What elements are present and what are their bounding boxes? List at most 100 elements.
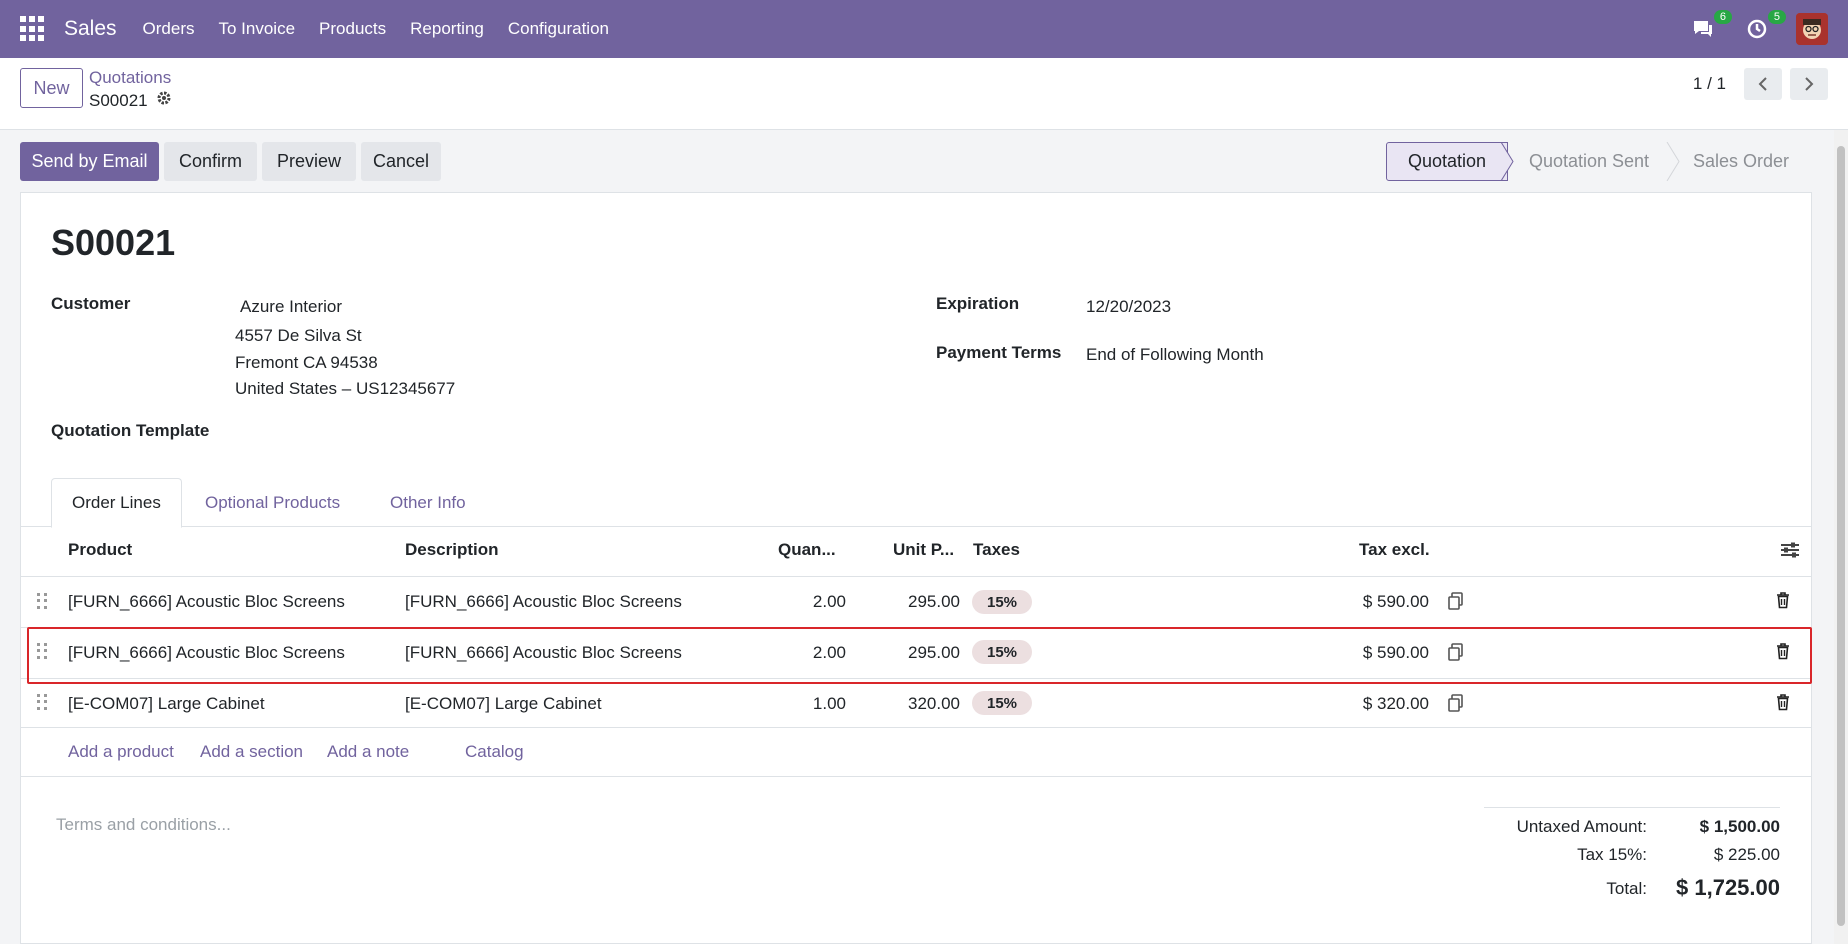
row-2-quantity[interactable]: 2.00 — [812, 643, 846, 662]
row-1-description[interactable]: [FURN_6666] Acoustic Bloc Screens — [405, 592, 682, 611]
control-panel: New Quotations S00021 1 / 1 — [0, 58, 1848, 130]
action-bar: Send by Email Confirm Preview Cancel Quo… — [0, 130, 1848, 192]
terms-and-conditions-field[interactable]: Terms and conditions... — [56, 815, 231, 834]
status-quotation-sent[interactable]: Quotation Sent — [1508, 142, 1670, 181]
activities-badge: 5 — [1767, 10, 1786, 24]
row-1-quantity[interactable]: 2.00 — [812, 592, 846, 611]
messages-badge: 6 — [1713, 10, 1732, 24]
menu-configuration[interactable]: Configuration — [507, 19, 609, 38]
status-bar: Quotation Quotation Sent Sales Order — [1386, 142, 1812, 181]
row-divider — [20, 727, 1812, 728]
row-highlight-box — [27, 627, 1812, 684]
expiration-label: Expiration — [936, 294, 1020, 313]
column-description[interactable]: Description — [405, 540, 499, 559]
pager-previous-button[interactable] — [1744, 68, 1782, 100]
confirm-button[interactable]: Confirm — [164, 142, 257, 181]
customer-name[interactable]: Azure Interior — [240, 297, 343, 316]
activities-clock-icon[interactable]: 5 — [1742, 10, 1786, 44]
column-unit-price[interactable]: Unit P... — [893, 540, 955, 559]
chevron-right-icon — [1805, 77, 1814, 91]
row-3-quantity[interactable]: 1.00 — [812, 694, 846, 713]
row-2-unit-price[interactable]: 295.00 — [908, 643, 960, 662]
add-section-link[interactable]: Add a section — [200, 742, 304, 761]
status-arrow-separator — [1501, 142, 1514, 181]
expiration-field[interactable]: 12/20/2023 — [1086, 297, 1172, 316]
row-2-description[interactable]: [FURN_6666] Acoustic Bloc Screens — [405, 643, 682, 662]
trash-icon[interactable] — [1776, 694, 1790, 716]
row-2-product[interactable]: [FURN_6666] Acoustic Bloc Screens — [68, 643, 345, 662]
trash-icon[interactable] — [1776, 643, 1790, 665]
copy-icon[interactable] — [1447, 643, 1465, 666]
breadcrumb-current-label: S00021 — [89, 90, 148, 110]
row-3-unit-price[interactable]: 320.00 — [908, 694, 960, 713]
optional-columns-icon[interactable] — [1780, 541, 1800, 564]
breadcrumb-quotations[interactable]: Quotations — [89, 68, 172, 87]
total-value: $ 1,725.00 — [1676, 875, 1780, 900]
row-3-tax-tag[interactable]: 15% — [972, 691, 1032, 715]
scrollbar[interactable] — [1834, 130, 1848, 944]
notebook-tabs: Order Lines Optional Products Other Info — [20, 478, 1812, 528]
menu-orders[interactable]: Orders — [142, 19, 195, 38]
chevron-left-icon — [1758, 77, 1767, 91]
menu-products[interactable]: Products — [319, 19, 387, 38]
messages-icon[interactable]: 6 — [1688, 10, 1732, 44]
status-sales-order[interactable]: Sales Order — [1670, 142, 1812, 181]
tab-optional-products[interactable]: Optional Products — [205, 492, 341, 512]
drag-handle-icon[interactable] — [37, 593, 47, 609]
user-avatar[interactable] — [1796, 13, 1828, 45]
column-quantity[interactable]: Quan... — [778, 540, 836, 559]
top-navbar: Sales Orders To Invoice Products Reporti… — [0, 0, 1848, 58]
systray: 6 5 — [1688, 0, 1848, 58]
apps-grid-icon[interactable] — [20, 16, 46, 42]
document-title: S00021 — [51, 222, 176, 263]
total-label: Total: — [1606, 879, 1647, 898]
copy-icon[interactable] — [1447, 694, 1465, 717]
customer-label: Customer — [51, 294, 131, 313]
column-taxes[interactable]: Taxes — [973, 540, 1020, 559]
add-product-link[interactable]: Add a product — [68, 742, 174, 761]
preview-button[interactable]: Preview — [262, 142, 356, 181]
column-tax-excl[interactable]: Tax excl. — [1359, 540, 1430, 559]
row-3-description[interactable]: [E-COM07] Large Cabinet — [405, 694, 602, 713]
tab-other-info[interactable]: Other Info — [390, 492, 466, 512]
app-name[interactable]: Sales — [64, 17, 117, 40]
untaxed-amount-value: $ 1,500.00 — [1699, 817, 1780, 836]
row-1-unit-price[interactable]: 295.00 — [908, 592, 960, 611]
gear-icon[interactable] — [156, 90, 172, 111]
menu-to-invoice[interactable]: To Invoice — [218, 19, 296, 38]
row-3-product[interactable]: [E-COM07] Large Cabinet — [68, 694, 265, 713]
catalog-link[interactable]: Catalog — [465, 742, 524, 761]
pager-next-button[interactable] — [1790, 68, 1828, 100]
drag-handle-icon[interactable] — [37, 643, 47, 659]
totals-divider — [1484, 807, 1780, 808]
customer-address-line1: 4557 De Silva St — [235, 326, 362, 345]
cancel-button[interactable]: Cancel — [361, 142, 441, 181]
tax-label: Tax 15%: — [1577, 845, 1647, 864]
customer-address-line2: Fremont CA 94538 — [235, 353, 378, 372]
add-note-link[interactable]: Add a note — [327, 742, 410, 761]
column-product[interactable]: Product — [68, 540, 133, 559]
table-bottom-divider — [20, 776, 1812, 777]
payment-terms-field[interactable]: End of Following Month — [1086, 345, 1264, 364]
menu-reporting[interactable]: Reporting — [410, 19, 484, 38]
new-button[interactable]: New — [20, 68, 83, 108]
breadcrumb-current: S00021 — [89, 90, 172, 111]
scrollbar-thumb[interactable] — [1837, 146, 1845, 926]
customer-address-line3: United States – US12345677 — [235, 379, 456, 398]
row-divider — [20, 678, 1812, 679]
copy-icon[interactable] — [1447, 592, 1465, 615]
pager-value[interactable]: 1 / 1 — [1692, 74, 1726, 93]
drag-handle-icon[interactable] — [37, 694, 47, 710]
trash-icon[interactable] — [1776, 592, 1790, 614]
tax-value: $ 225.00 — [1713, 845, 1780, 864]
send-by-email-button[interactable]: Send by Email — [20, 142, 159, 181]
status-quotation[interactable]: Quotation — [1386, 142, 1508, 181]
form-sheet — [20, 192, 1812, 944]
row-3-subtotal: $ 320.00 — [1362, 694, 1429, 713]
row-1-product[interactable]: [FURN_6666] Acoustic Bloc Screens — [68, 592, 345, 611]
status-arrow-separator-2 — [1666, 142, 1680, 181]
tab-order-lines[interactable]: Order Lines — [51, 478, 182, 528]
row-1-subtotal: $ 590.00 — [1362, 592, 1429, 611]
row-1-tax-tag[interactable]: 15% — [972, 590, 1032, 614]
row-2-tax-tag[interactable]: 15% — [972, 640, 1032, 664]
